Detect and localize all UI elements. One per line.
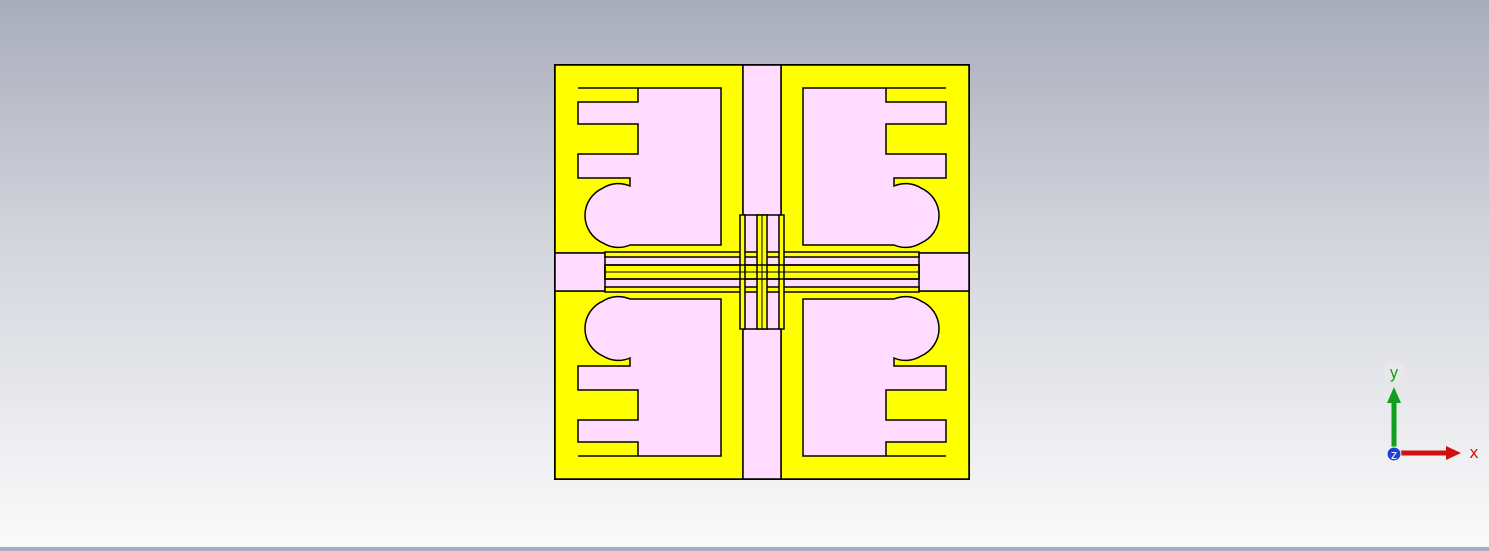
y-axis-label: y <box>1389 363 1399 382</box>
quadrant-bottom-right <box>780 290 970 480</box>
central-cross-strips <box>604 214 920 330</box>
y-label-halo <box>1383 361 1405 383</box>
y-axis-arrowhead <box>1387 387 1401 403</box>
x-axis-label: x <box>1469 443 1479 462</box>
x-axis-arrowhead <box>1446 446 1461 460</box>
metasurface-unit-cell <box>554 64 970 480</box>
gap-right <box>918 252 970 292</box>
quadrant-top-left <box>554 64 744 254</box>
gap-left <box>554 252 606 292</box>
axes-triad: y x z <box>1383 361 1479 462</box>
z-axis-label: z <box>1390 448 1397 462</box>
gap-bottom <box>742 328 782 480</box>
gap-top <box>742 64 782 216</box>
quadrant-bottom-left <box>554 290 744 480</box>
z-axis-dot <box>1386 446 1402 462</box>
quadrant-top-right <box>780 64 970 254</box>
